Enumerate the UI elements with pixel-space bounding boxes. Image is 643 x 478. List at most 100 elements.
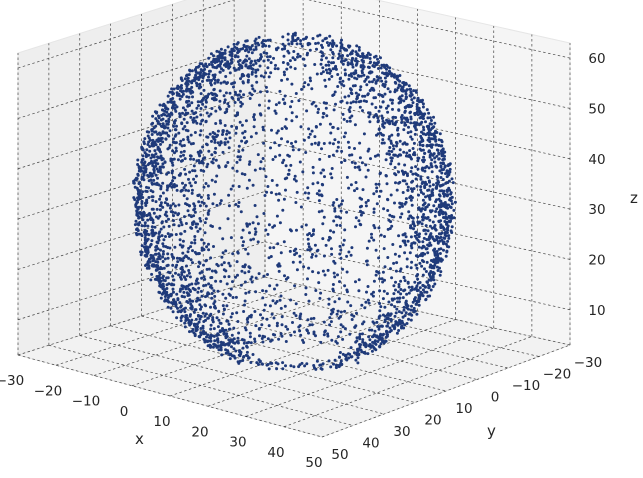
scatter-point <box>354 57 358 61</box>
scatter-point <box>338 351 342 354</box>
scatter-point <box>414 165 418 169</box>
scatter-point <box>383 318 387 322</box>
scatter-point <box>376 116 380 120</box>
scatter-point <box>201 74 205 78</box>
scatter-point <box>245 39 249 43</box>
scatter-point <box>398 296 402 300</box>
scatter-point <box>412 306 416 310</box>
scatter-point <box>359 223 363 227</box>
scatter-point <box>193 238 197 242</box>
scatter-point <box>333 90 337 94</box>
scatter-point <box>235 311 239 315</box>
scatter-point <box>321 46 324 49</box>
scatter-point <box>173 151 176 155</box>
scatter-point <box>145 185 148 189</box>
scatter-point <box>162 112 165 116</box>
scatter-point <box>428 275 432 278</box>
scatter-point <box>320 58 324 62</box>
scatter-point <box>227 193 231 197</box>
scatter-point <box>251 183 255 187</box>
scatter-point <box>254 230 258 234</box>
scatter-point <box>426 243 430 247</box>
scatter-point <box>187 293 191 297</box>
scatter-point <box>143 236 147 240</box>
scatter-point <box>185 121 189 125</box>
scatter-point <box>167 117 171 121</box>
scatter-point <box>261 157 265 160</box>
scatter-point <box>327 359 331 363</box>
scatter-point <box>200 276 204 280</box>
scatter-point <box>286 172 290 176</box>
scatter-point <box>156 155 159 159</box>
scatter-point <box>212 289 216 293</box>
scatter-point <box>244 119 248 123</box>
scatter-point <box>179 150 183 154</box>
scatter-point <box>399 215 402 219</box>
scatter-point <box>191 95 194 99</box>
scatter-point <box>211 345 215 349</box>
scatter-point <box>389 139 393 143</box>
scatter-point <box>387 149 391 153</box>
scatter-point <box>193 204 197 208</box>
scatter-point <box>304 151 308 154</box>
scatter-point <box>155 275 159 278</box>
scatter-point <box>331 125 335 129</box>
scatter-point <box>366 199 370 202</box>
scatter-point <box>339 248 343 252</box>
scatter-point <box>375 114 379 118</box>
scatter-point <box>357 48 361 52</box>
scatter-point <box>345 210 349 214</box>
scatter-point <box>181 181 184 185</box>
scatter-point <box>253 227 257 231</box>
scatter-point <box>221 68 225 72</box>
scatter-point <box>380 338 384 342</box>
scatter-point <box>197 200 201 204</box>
scatter-point <box>404 117 408 121</box>
scatter-point <box>162 244 166 248</box>
scatter-point <box>193 131 197 134</box>
scatter-point <box>170 112 174 116</box>
scatter-point <box>160 136 164 140</box>
scatter-point <box>173 204 177 208</box>
scatter-point <box>158 156 162 160</box>
scatter-point <box>354 358 358 362</box>
scatter-point <box>214 158 218 162</box>
scatter-point <box>306 248 310 252</box>
scatter-point <box>156 121 160 125</box>
scatter-point <box>225 129 229 133</box>
scatter-point <box>199 195 203 199</box>
scatter-point <box>183 275 187 279</box>
scatter-point <box>345 175 349 179</box>
scatter-point <box>427 278 431 282</box>
scatter-point <box>158 281 162 285</box>
scatter-point <box>268 304 272 308</box>
scatter-point <box>426 251 430 255</box>
scatter-point <box>198 303 202 307</box>
scatter-point <box>205 165 209 169</box>
scatter-point <box>154 231 158 235</box>
scatter-point <box>237 66 241 70</box>
scatter-point <box>333 209 337 213</box>
scatter-point <box>233 68 237 72</box>
scatter-point <box>198 82 202 86</box>
scatter-point <box>386 256 390 259</box>
scatter-point <box>332 219 336 223</box>
scatter-point <box>261 128 265 132</box>
scatter-point <box>163 131 167 135</box>
scatter-point <box>306 237 310 241</box>
scatter-point <box>190 109 194 113</box>
scatter-point <box>415 274 419 278</box>
scatter-point <box>185 82 189 86</box>
scatter-point <box>264 44 268 48</box>
scatter-point <box>249 277 253 281</box>
scatter-point <box>323 330 327 334</box>
scatter-point <box>175 188 179 192</box>
scatter-point <box>409 135 413 139</box>
scatter-point <box>433 136 437 140</box>
scatter-point <box>192 164 196 168</box>
scatter-point <box>349 355 353 359</box>
scatter-point <box>329 172 333 176</box>
scatter-point <box>151 221 155 225</box>
scatter-point <box>225 82 229 85</box>
scatter-point <box>133 185 137 189</box>
